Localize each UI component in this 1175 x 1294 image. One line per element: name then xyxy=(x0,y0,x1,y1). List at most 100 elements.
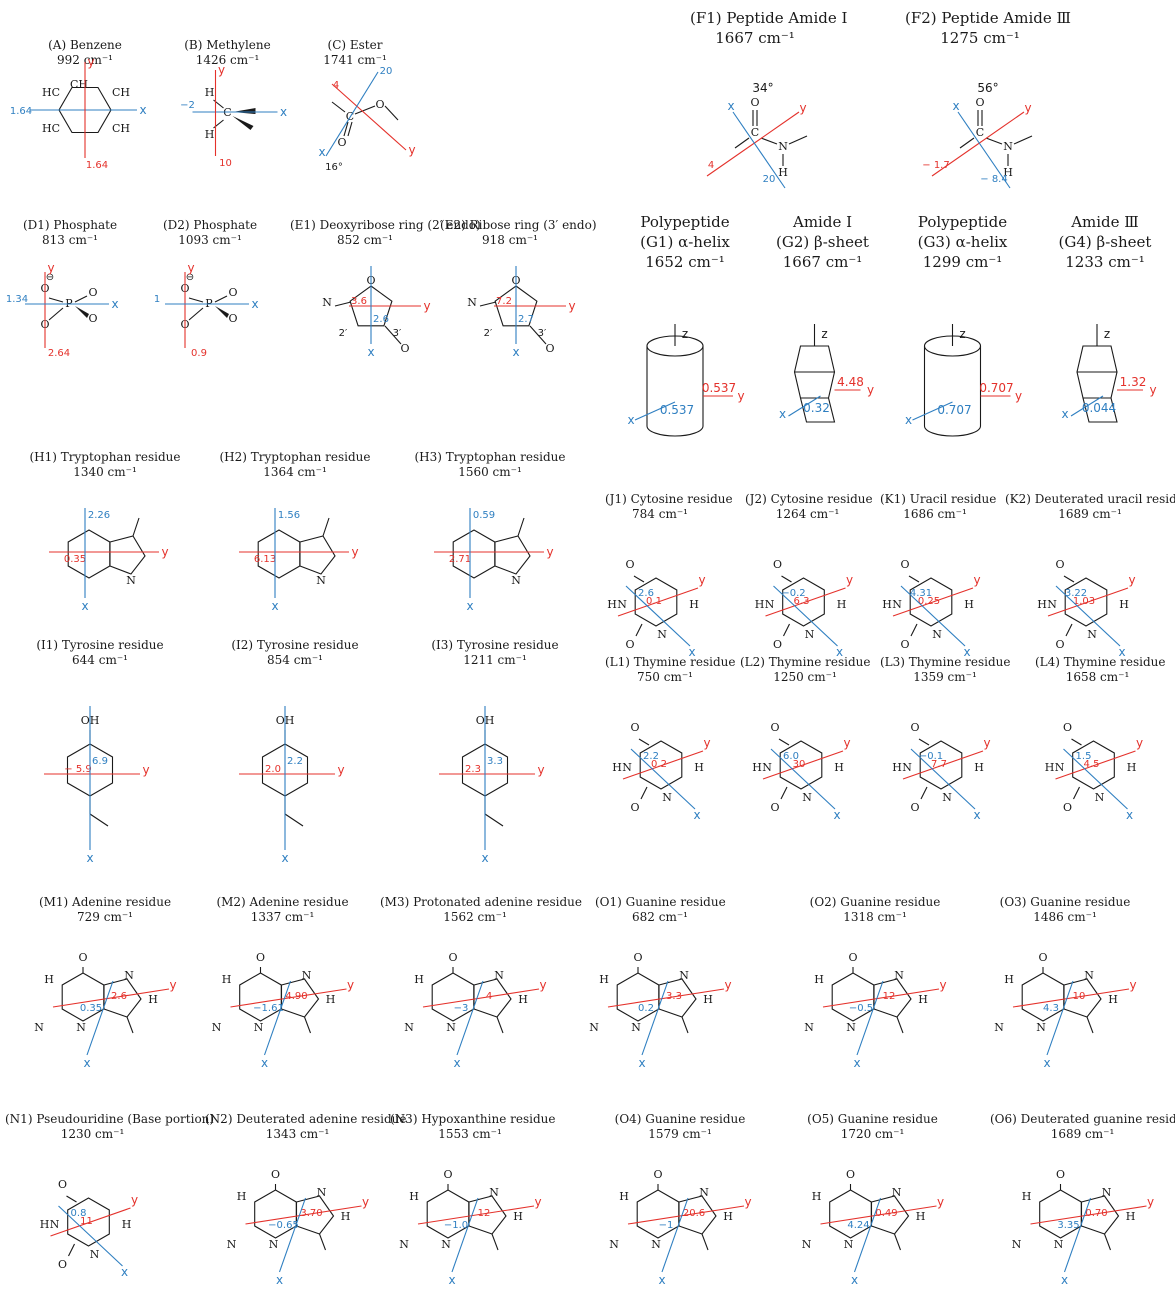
bond-line xyxy=(89,813,109,827)
red-axis-label: y xyxy=(939,978,946,992)
panel-frequency: 644 cm⁻¹ xyxy=(72,653,128,667)
atom-label: H xyxy=(694,761,704,774)
atom-label: N xyxy=(254,1021,264,1034)
panel-frequency: 992 cm⁻¹ xyxy=(57,53,113,67)
panel-frequency: 1560 cm⁻¹ xyxy=(458,465,522,479)
blue-axis-label: x xyxy=(853,1056,860,1070)
panel-frequency: 1264 cm⁻¹ xyxy=(775,507,840,521)
red-axis-value: 12 xyxy=(478,1208,491,1219)
panel-frequency: 1689 cm⁻¹ xyxy=(1050,1127,1115,1141)
atom-label: N xyxy=(1102,1186,1112,1199)
blue-axis-label: x xyxy=(281,851,288,865)
blue-axis-value: −1 xyxy=(659,1220,674,1231)
bond-line xyxy=(347,121,353,137)
bond-line xyxy=(284,813,304,827)
red-axis-label: y xyxy=(351,545,358,559)
atom-label: H xyxy=(1126,1210,1136,1223)
blue-axis-value: 4.3 xyxy=(1043,1003,1059,1014)
red-axis-label: y xyxy=(131,1193,138,1207)
blue-axis-line xyxy=(853,1197,882,1273)
atom-label: O xyxy=(846,1168,855,1181)
atom-label: O xyxy=(910,721,919,734)
blue-axis-label: x xyxy=(658,1273,665,1287)
red-axis-value: 7.7 xyxy=(931,759,947,770)
pyrrole-ring xyxy=(109,535,146,575)
blue-axis-label: x xyxy=(1043,1056,1050,1070)
bond-line xyxy=(896,1016,904,1034)
panel-title: (O6) Deuterated guanine residue xyxy=(990,1112,1175,1126)
red-axis-value: 0.25 xyxy=(918,596,940,607)
panel-title: (O4) Guanine residue xyxy=(614,1112,746,1126)
bond-line xyxy=(303,1016,312,1034)
atom-label: N xyxy=(446,1021,456,1034)
atom-label: O xyxy=(848,951,857,964)
panel-caption: (L1) Thymine residue 750 cm⁻¹ xyxy=(605,655,736,685)
red-axis-label: y xyxy=(1015,389,1022,403)
structure-diagram: C O NH − 1.7 y − 8.4 x 56° xyxy=(922,81,1033,189)
atom-label: N xyxy=(804,1021,814,1034)
red-axis-value: 2.64 xyxy=(48,348,70,359)
atom-label: N xyxy=(651,1238,661,1251)
atom-label: N xyxy=(1012,1238,1022,1251)
panel-caption: Polypeptide (G3) α-helix 1299 cm⁻¹ xyxy=(895,212,1030,272)
structure-diagram: HC CH CH HC CH 1.64 x 1.64 y xyxy=(10,55,147,171)
bond-line xyxy=(214,295,228,303)
panel-caption: (N1) Pseudouridine (Base portion) 1230 cm… xyxy=(5,1112,214,1142)
red-axis-label: y xyxy=(169,978,176,992)
atom-label: N xyxy=(679,969,689,982)
pyrimidine-ring xyxy=(1072,740,1115,790)
red-axis-value: 3.70 xyxy=(300,1208,322,1219)
bond-line xyxy=(910,623,918,637)
z-axis-label: z xyxy=(1104,327,1110,341)
panel-frequency: 1343 cm⁻¹ xyxy=(265,1127,330,1141)
red-axis-label: y xyxy=(408,143,415,157)
bond-line xyxy=(354,105,376,115)
panel-title: (M2) Adenine residue xyxy=(216,895,349,909)
atom-label: H xyxy=(518,993,528,1006)
blue-axis-label: x xyxy=(688,645,695,659)
panel-title: (G1) α-helix xyxy=(640,233,730,251)
atom-label: N xyxy=(227,1238,237,1251)
atom-label: CH xyxy=(70,78,88,91)
panel-group: Polypeptide xyxy=(640,213,730,231)
atom-label: N xyxy=(894,969,904,982)
panel-frequency: 854 cm⁻¹ xyxy=(267,653,323,667)
structure-diagram: C O NH 4 y 20 x 34° xyxy=(706,81,808,189)
red-axis-value: 0.49 xyxy=(875,1208,897,1219)
red-axis-label: y xyxy=(867,383,874,397)
atom-label: H xyxy=(222,973,232,986)
wedge-bond xyxy=(215,306,229,318)
atom-label: O xyxy=(1056,1168,1065,1181)
blue-axis-label: x xyxy=(481,851,488,865)
atom-label: N xyxy=(317,1186,327,1199)
atom-label: O xyxy=(630,721,639,734)
bond-line xyxy=(985,137,1003,145)
red-axis-line xyxy=(1030,1205,1147,1225)
panel-title: (F1) Peptide Amide Ⅰ xyxy=(690,9,848,27)
bond-line xyxy=(491,1233,499,1251)
red-axis-label: y xyxy=(546,545,553,559)
atom-label: O xyxy=(58,1258,67,1271)
atom-label: O xyxy=(256,951,265,964)
bond-line xyxy=(760,137,778,145)
atom-label: H xyxy=(689,598,699,611)
red-axis-label: y xyxy=(744,1195,751,1209)
atom-label: N xyxy=(441,1238,451,1251)
bond-line xyxy=(734,137,750,149)
bond-line xyxy=(959,137,975,149)
structure-diagram: N 2.71 y 0.59 x xyxy=(434,508,554,613)
blue-axis-label: x xyxy=(81,599,88,613)
bond-line xyxy=(1065,623,1073,637)
panel-frequency: 1230 cm⁻¹ xyxy=(60,1127,125,1141)
panel-title: (B) Methylene xyxy=(184,38,271,52)
atom-label: N xyxy=(269,1238,279,1251)
bond-line xyxy=(640,786,648,800)
atom-label: N xyxy=(902,761,912,774)
atom-label: N xyxy=(212,1021,222,1034)
panel-caption: (F1) Peptide Amide Ⅰ 1667 cm⁻¹ xyxy=(690,8,848,48)
bond-line xyxy=(780,786,788,800)
red-axis-value: 1.03 xyxy=(1073,596,1095,607)
